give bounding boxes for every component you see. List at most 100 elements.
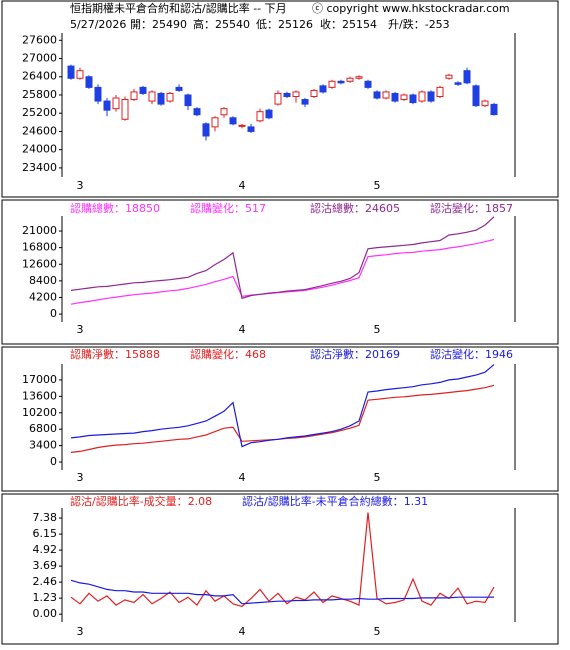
legend-entry: 認購淨數：15888 — [70, 347, 160, 361]
legend-label: 認購總數： — [70, 201, 125, 215]
legend-entry: 認沽/認購比率-未平倉合約總數：1.31 — [242, 494, 428, 508]
summary-value: 25154 — [342, 18, 377, 31]
legend-value: 517 — [245, 202, 266, 215]
y-tick-label: 24600 — [22, 124, 57, 137]
candle-body — [373, 91, 381, 99]
summary-item: 低：25126 — [256, 18, 313, 31]
candle-body — [211, 117, 219, 128]
candle-body — [67, 65, 75, 79]
candle-body — [337, 80, 345, 84]
x-tick-label: 3 — [77, 323, 84, 336]
legend-label: 認沽/認購比率-未平倉合約總數： — [242, 494, 404, 508]
candle-body — [472, 85, 480, 107]
summary-label: 收： — [320, 17, 342, 31]
x-tick-label: 5 — [374, 625, 381, 638]
candle-body — [283, 92, 291, 97]
candle-body — [490, 103, 498, 116]
candle-body — [265, 109, 273, 119]
summary-value: -253 — [425, 18, 450, 31]
legend-entry: 認購變化：517 — [190, 201, 266, 215]
y-tick-label: 26400 — [22, 70, 57, 83]
candle-body — [94, 86, 102, 102]
x-tick-label: 5 — [374, 323, 381, 336]
y-tick-label: 0 — [50, 307, 57, 320]
candle-body — [247, 126, 255, 132]
candle-body — [157, 92, 165, 105]
x-tick-label: 4 — [239, 471, 246, 484]
y-tick-label: 24000 — [22, 143, 57, 156]
candle-body — [454, 82, 462, 85]
summary-item: 開：25490 — [130, 18, 187, 31]
summary-label: 開： — [130, 18, 152, 31]
candle-body — [400, 94, 408, 101]
candle-body — [364, 80, 372, 88]
legend-value: 18850 — [125, 202, 160, 215]
summary-item: 升/跌：-253 — [388, 17, 450, 31]
candle-body — [445, 74, 453, 79]
legend-label: 認購淨數： — [70, 347, 125, 361]
candle-body — [409, 94, 417, 104]
legend-value: 2.08 — [188, 495, 213, 508]
y-tick-label: 6800 — [29, 422, 57, 435]
y-tick-label: 21000 — [22, 224, 57, 237]
candle-body — [463, 70, 471, 84]
x-tick-label: 4 — [239, 323, 246, 336]
x-tick-label: 3 — [77, 471, 84, 484]
candle-body — [274, 92, 282, 105]
y-tick-label: 4200 — [29, 290, 57, 303]
series-line — [70, 579, 495, 605]
candle-body — [310, 89, 318, 97]
y-tick-label: 17000 — [22, 373, 57, 386]
summary-item: 收：25154 — [320, 17, 377, 31]
x-tick-label: 4 — [239, 179, 246, 192]
legend-label: 認購變化： — [190, 201, 245, 215]
candle-body — [391, 92, 399, 102]
candle-body — [85, 76, 93, 88]
candle-body — [103, 100, 111, 111]
panel-frame — [1, 0, 559, 198]
candle-body — [184, 94, 192, 107]
summary-value: 25540 — [215, 18, 250, 31]
y-tick-label: 7.38 — [33, 511, 58, 524]
candle-body — [481, 100, 489, 107]
candle-body — [355, 76, 363, 79]
candle-body — [193, 108, 201, 116]
summary-label: 高： — [193, 17, 215, 31]
candle-body — [112, 97, 120, 110]
candle-body — [238, 124, 246, 127]
candle-body — [148, 91, 156, 102]
y-tick-label: 27600 — [22, 33, 57, 46]
y-tick-label: 3.69 — [33, 559, 58, 572]
summary-value: 25126 — [278, 18, 313, 31]
candle-body — [175, 86, 183, 91]
summary-label: 升/跌： — [388, 17, 425, 31]
y-tick-label: 0.00 — [33, 607, 58, 620]
candle-body — [256, 111, 264, 122]
legend-value: 24605 — [365, 202, 400, 215]
candle-body — [139, 86, 147, 94]
candle-body — [319, 85, 327, 93]
candle-body — [427, 91, 435, 102]
series-line — [70, 384, 495, 453]
legend-entry: 認沽淨數：20169 — [310, 347, 400, 361]
candle-body — [328, 80, 336, 88]
candle-body — [76, 70, 84, 79]
legend-label: 認購變化： — [190, 347, 245, 361]
summary-item: 高：25540 — [193, 17, 250, 31]
series-line — [70, 238, 495, 305]
candle-body — [220, 108, 228, 116]
legend-value: 1946 — [485, 348, 513, 361]
y-tick-label: 8400 — [29, 274, 57, 287]
y-tick-label: 25200 — [22, 106, 57, 119]
series-line — [70, 364, 495, 448]
x-tick-label: 5 — [374, 179, 381, 192]
legend-entry: 認沽變化：1857 — [430, 201, 513, 215]
legend-label: 認沽/認購比率-成交量： — [70, 494, 188, 508]
y-tick-label: 1.23 — [33, 591, 58, 604]
legend-label: 認沽淨數： — [310, 347, 365, 361]
series-line — [70, 216, 495, 300]
date: 5/27/2026 — [70, 18, 126, 31]
y-tick-label: 13600 — [22, 389, 57, 402]
legend-value: 1857 — [485, 202, 513, 215]
